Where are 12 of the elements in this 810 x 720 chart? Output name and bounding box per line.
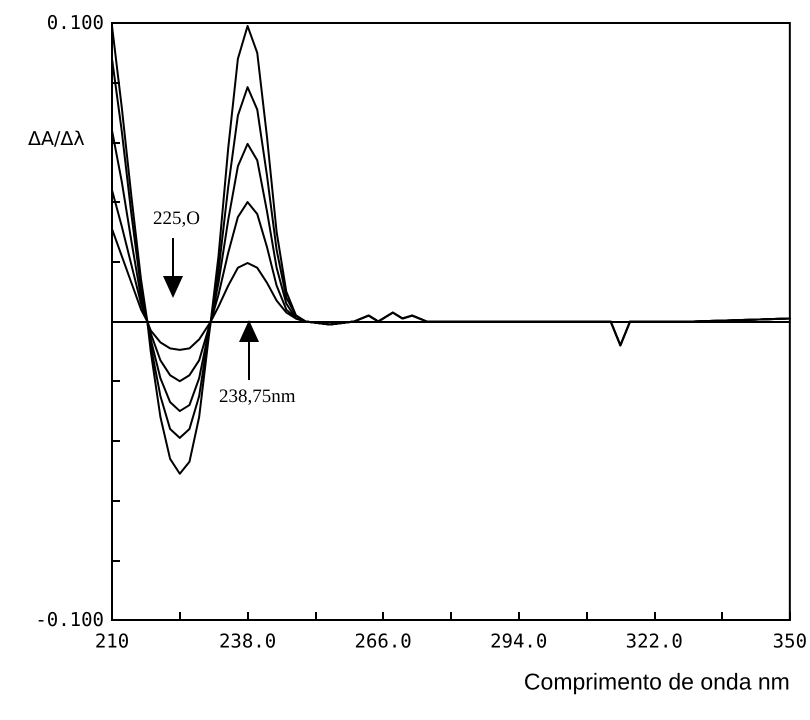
x-axis-title: Comprimento de onda nm: [524, 668, 790, 694]
y-tick-label: -0.100: [35, 609, 104, 631]
annotation: 225,O: [153, 208, 200, 230]
x-tick-label: 238.0: [218, 630, 276, 652]
x-tick-label: 322.0: [626, 630, 683, 652]
annotation: 238,75nm: [219, 386, 296, 408]
x-tick-label: 266.0: [354, 630, 412, 652]
x-tick-label: 294.0: [490, 630, 548, 652]
y-tick-label: 0.100: [46, 12, 104, 34]
x-tick-label: 210: [94, 630, 130, 652]
x-tick-label: 350: [772, 630, 808, 652]
y-axis-title: ΔA/Δλ: [28, 128, 85, 150]
